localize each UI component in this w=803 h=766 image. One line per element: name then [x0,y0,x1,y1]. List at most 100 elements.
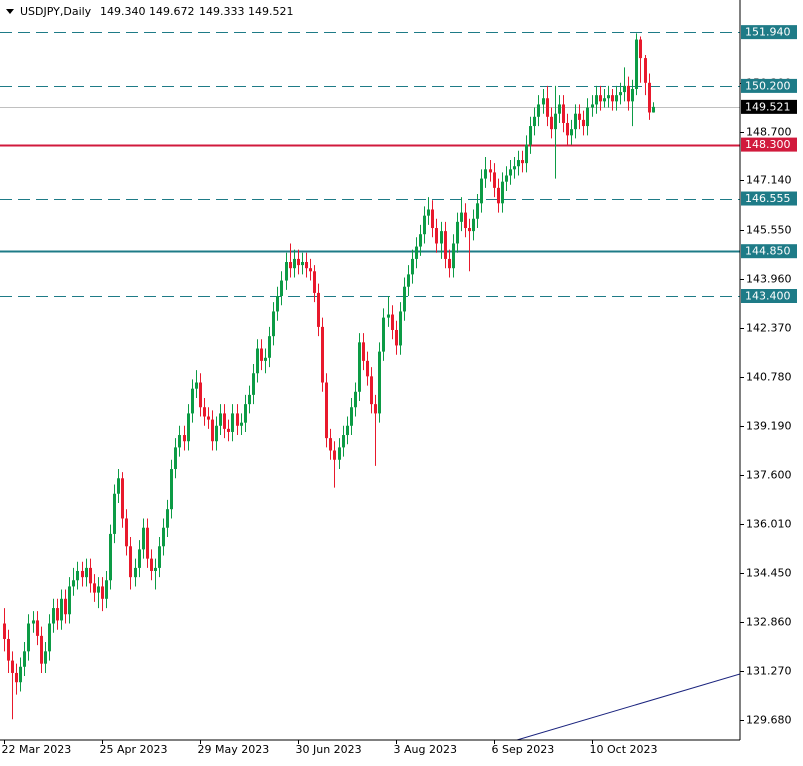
candle-body [423,215,426,235]
candle-body [89,567,92,584]
level-label-box [741,137,797,152]
trend-line [516,673,740,740]
x-tick-label: 3 Aug 2023 [394,743,457,756]
level-label-box [741,191,797,206]
candle-body [582,119,585,127]
y-tick-label: 132.860 [746,616,792,629]
candle-body [468,228,471,232]
candle-body [362,342,365,361]
candle-body [333,450,336,460]
y-tick-label: 129.680 [746,714,792,727]
candle-body [289,262,292,269]
level-label: 148.300 [745,138,791,151]
candle-body [603,98,606,102]
candle-body [542,98,545,105]
candle-body [81,570,84,578]
candle-body [415,246,418,259]
menu-arrow[interactable] [6,9,14,14]
level-label: 143.400 [745,290,791,303]
x-tick-label: 29 May 2023 [198,743,270,756]
candle-body [619,92,622,96]
candle-body [285,262,288,281]
candle-body [187,413,190,442]
y-tick-label: 142.370 [746,322,792,335]
candle-body [231,413,234,432]
candle-body [56,608,59,621]
candle-body [513,166,516,170]
candle-body [399,311,402,346]
candle-body [533,116,536,127]
candle-body [19,666,22,683]
candle-body [595,95,598,105]
level-label-box [741,78,797,93]
candle-body [444,231,447,259]
candle-body [125,518,128,547]
candle-body [464,212,467,229]
candle-body [309,268,312,272]
candle-body [85,567,88,578]
candle-body [32,620,35,624]
candle-body [652,106,655,113]
candle-body [607,95,610,99]
candle-body [615,95,618,102]
candle-body [562,104,565,123]
x-tick-label: 30 Jun 2023 [296,743,362,756]
level-label-box [741,25,797,40]
candle-body [215,425,218,442]
candle-body [138,549,141,568]
candle-body [199,382,202,408]
level-label: 150.200 [745,79,791,92]
candle-body [252,373,255,395]
candle-body [635,39,638,89]
candle-body [154,567,157,571]
candle-body [113,493,116,534]
candle-body [23,651,26,667]
candle-body [276,296,279,312]
candle-body [350,407,353,426]
candle-body [639,39,642,59]
x-tick-label: 25 Apr 2023 [100,743,168,756]
candle-body [305,262,308,269]
candle-body [15,672,18,683]
candle-body [370,376,373,405]
candle-body [325,382,328,439]
candle-body [627,85,630,102]
y-tick-label: 134.450 [746,567,792,580]
candle-body [191,388,194,414]
candle-body [105,580,108,599]
candle-body [427,209,430,216]
candle-body [448,258,451,269]
candle-body [529,126,532,145]
candle-body [203,407,206,417]
candle-body [297,258,300,266]
candle-body [174,447,177,470]
candle-body [517,160,520,167]
candle-body [121,478,124,519]
candle-body [60,598,63,621]
candle-body [366,360,369,377]
candle-body [631,88,634,102]
candle-body [240,422,243,426]
candle-body [558,104,561,114]
candle-body [480,178,483,204]
candle-body [227,428,230,432]
candle-body [411,258,414,275]
candle-body [521,160,524,164]
level-label: 149.521 [745,100,791,113]
candle-body [611,95,614,102]
candle-body [648,82,651,113]
candle-body [313,271,316,293]
x-tick-label: 6 Sep 2023 [492,743,555,756]
x-tick-label: 22 Mar 2023 [2,743,72,756]
candle-body [599,95,602,102]
candle-body [460,212,463,222]
candle-body [497,187,500,204]
candle-body [623,85,626,93]
candle-body [484,169,487,179]
candle-body [183,435,186,442]
candle-body [329,438,332,451]
candle-body [358,342,361,392]
candle-body [52,608,55,624]
candle-body [219,413,222,426]
